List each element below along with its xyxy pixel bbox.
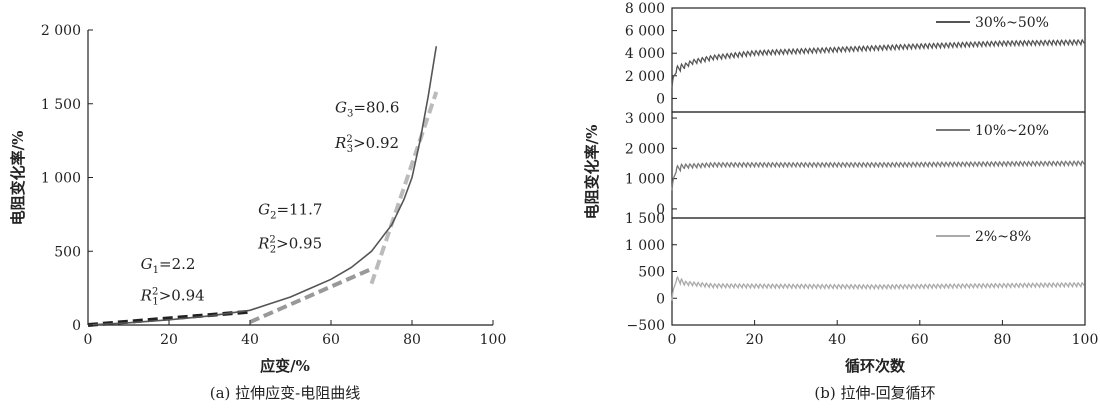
chart-b-series-line-1 xyxy=(671,38,1085,88)
chart-a-xtick-label: 60 xyxy=(322,332,340,348)
annotation-subscript: 1 xyxy=(153,265,159,276)
annotation-symbol: G xyxy=(335,99,347,117)
annotation-subscript: 2 xyxy=(270,210,276,221)
chart-b-xticks: 0 20 40 60 80 100 xyxy=(668,320,1099,348)
annotation-symbol: R xyxy=(334,134,346,152)
chart-b-ytick-label: 0 xyxy=(656,202,665,218)
annotation-value: =2.2 xyxy=(159,255,195,273)
annotation-r-squared-g2: R2 2>0.95 xyxy=(257,234,322,255)
chart-b-panel-2: 0 1 000 2 000 3 000 10%~20% xyxy=(625,111,1086,219)
annotation-superscript: 2 xyxy=(152,287,158,298)
chart-a-fit-line-3 xyxy=(369,91,439,285)
chart-b-xtick-label: 80 xyxy=(993,332,1011,348)
chart-b-ytick-label: 2 000 xyxy=(625,69,665,85)
chart-b-xtick-label: 60 xyxy=(911,332,929,348)
chart-b-xtick-label: 20 xyxy=(746,332,764,348)
chart-b-ytick-label: 0 xyxy=(656,91,665,107)
chart-b-xtick-label: 100 xyxy=(1072,332,1099,348)
annotation-value: >0.92 xyxy=(353,134,399,152)
annotation-value: =11.7 xyxy=(276,200,322,218)
chart-b-ytick-label: 1 500 xyxy=(625,211,665,227)
chart-a-xtick-label: 0 xyxy=(84,332,93,348)
annotation-subscript: 3 xyxy=(347,144,353,155)
chart-b-ylabel: 电阻变化率/% xyxy=(583,125,601,220)
annotation-superscript: 2 xyxy=(269,234,275,245)
chart-a-xtick-label: 20 xyxy=(160,332,178,348)
chart-a-xtick-label: 40 xyxy=(241,332,259,348)
chart-b-ytick-label: 500 xyxy=(638,265,665,281)
chart-b-ytick-label: 3 000 xyxy=(625,111,665,127)
chart-a-ytick-label: 1 500 xyxy=(41,97,81,113)
chart-b-panel-1: 0 2 000 4 000 6 000 8 000 30%~50% xyxy=(625,1,1086,113)
chart-b-xlabel: 循环次数 xyxy=(845,357,906,375)
chart-a-caption: (a) 拉伸应变-电阻曲线 xyxy=(210,384,360,402)
chart-b-ytick-label: 8 000 xyxy=(625,1,665,17)
chart-a-series xyxy=(87,46,438,326)
annotation-subscript: 3 xyxy=(347,109,353,120)
chart-b-legend-label: 10%~20% xyxy=(975,123,1049,139)
chart-b-ytick-label: 2 000 xyxy=(625,141,665,157)
chart-b-legend-label: 2%~8% xyxy=(975,229,1031,245)
chart-b-ytick-label: −500 xyxy=(627,318,665,334)
annotation-r-squared-g3: R2 3>0.92 xyxy=(334,134,399,155)
chart-a-ytick-label: 2 000 xyxy=(41,23,81,39)
annotation-superscript: 2 xyxy=(346,134,352,145)
chart-b: 0 2 000 4 000 6 000 8 000 30%~50% 0 1 000 2 000 3… xyxy=(583,1,1098,402)
annotation-value: =80.6 xyxy=(353,99,399,117)
chart-a-ylabel: 电阻变化率/% xyxy=(9,131,27,226)
annotation-subscript: 2 xyxy=(270,244,276,255)
chart-b-ytick-label: 1 000 xyxy=(625,172,665,188)
chart-a-xtick-label: 80 xyxy=(403,332,421,348)
annotation-subscript: 1 xyxy=(152,297,158,308)
annotation-gauge-factor-g2: G2=11.7 xyxy=(258,200,322,221)
chart-b-series-line-3 xyxy=(671,275,1085,301)
annotation-r-squared-g1: R2 1>0.94 xyxy=(140,287,205,308)
chart-b-ytick-label: 1 000 xyxy=(625,238,665,254)
annotation-value: >0.94 xyxy=(159,287,205,305)
annotation-symbol: R xyxy=(257,234,269,252)
chart-b-xtick-label: 0 xyxy=(668,332,677,348)
chart-b-caption: (b) 拉伸-回复循环 xyxy=(814,384,935,402)
chart-b-series-line-2 xyxy=(671,160,1085,191)
chart-b-ytick-label: 6 000 xyxy=(625,24,665,40)
chart-a-xlabel: 应变/% xyxy=(260,357,310,375)
chart-b-ytick-label: 0 xyxy=(656,291,665,307)
chart-a-ytick-label: 0 xyxy=(72,318,81,334)
annotation-symbol: R xyxy=(140,287,152,305)
annotation-value: >0.95 xyxy=(276,234,322,252)
chart-a-ytick-label: 1 000 xyxy=(41,171,81,187)
chart-a-ytick-label: 500 xyxy=(54,244,81,260)
annotation-symbol: G xyxy=(258,200,270,218)
chart-b-xtick-label: 40 xyxy=(828,332,846,348)
chart-a-xtick-label: 100 xyxy=(480,332,507,348)
chart-b-legend-label: 30%~50% xyxy=(975,15,1049,31)
annotation-gauge-factor-g1: G1=2.2 xyxy=(141,255,196,276)
chart-b-panels: 0 2 000 4 000 6 000 8 000 30%~50% 0 1 000 2 000 3… xyxy=(625,1,1086,334)
chart-a-fit-line-2 xyxy=(249,267,373,324)
chart-a-series-line xyxy=(87,46,438,326)
chart-b-ytick-label: 4 000 xyxy=(625,46,665,62)
annotation-symbol: G xyxy=(141,255,153,273)
chart-b-panel-3: −500 0 500 1 000 1 500 2%~8% xyxy=(625,211,1086,334)
annotation-gauge-factor-g3: G3=80.6 xyxy=(335,99,399,120)
